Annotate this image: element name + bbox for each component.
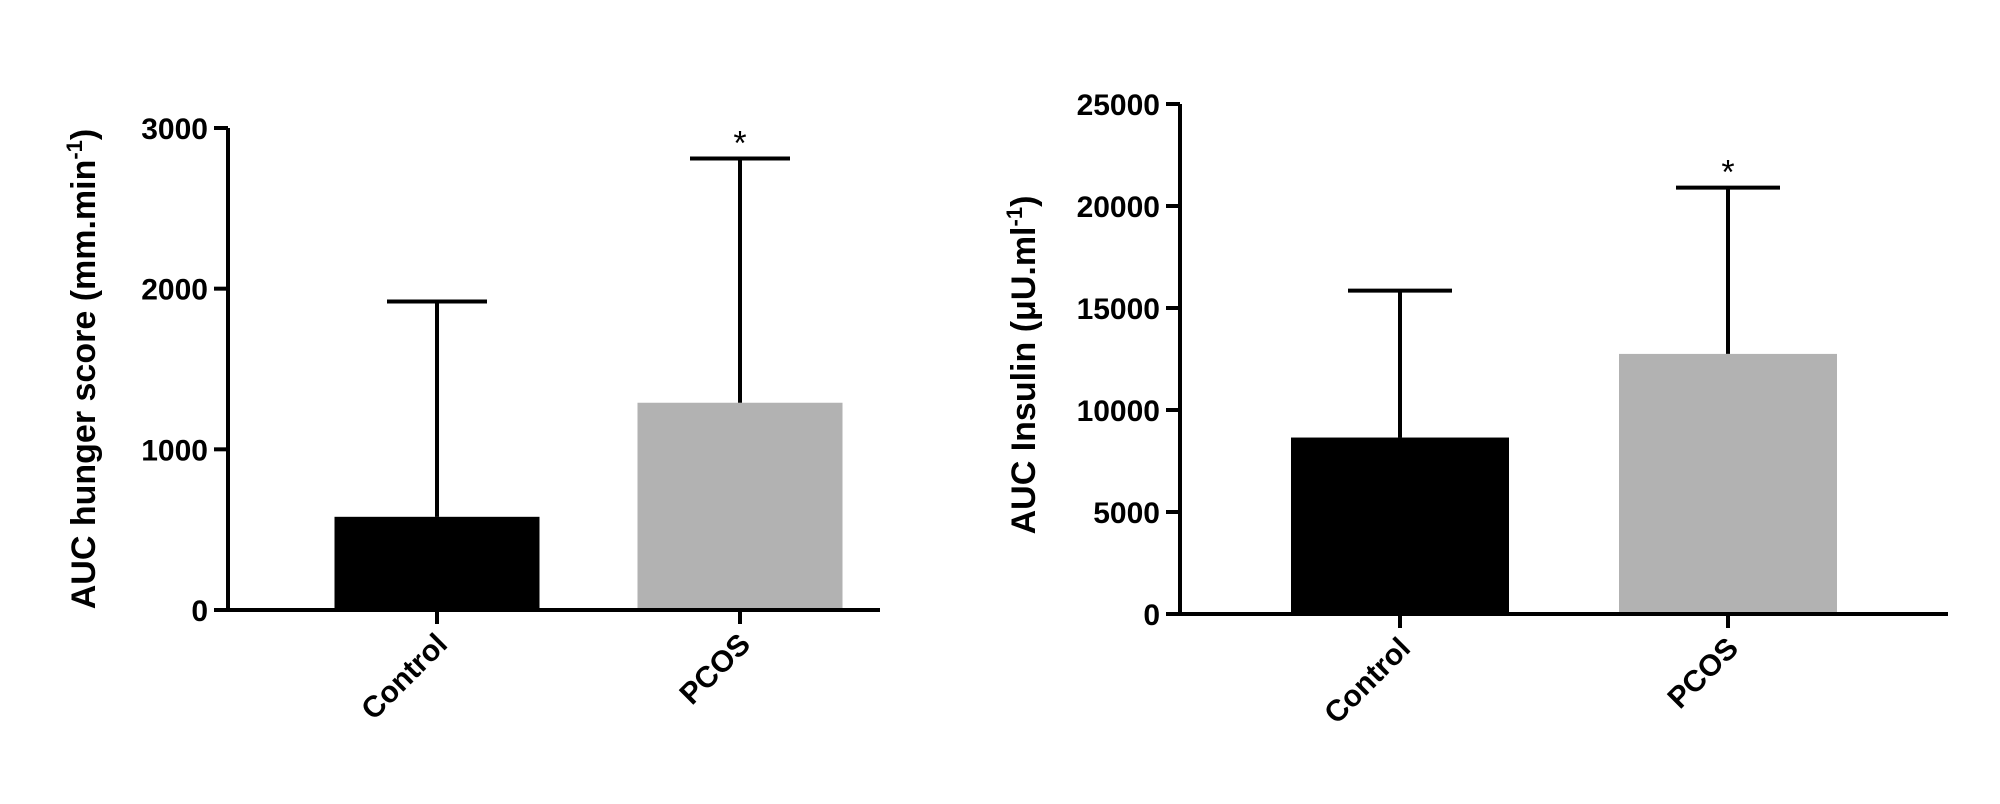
hunger-bar-control [334, 516, 540, 610]
insulin-y-tick-label: 15000 [1077, 293, 1160, 326]
insulin-y-tick-label: 20000 [1077, 191, 1160, 224]
insulin-y-tick-label: 10000 [1077, 395, 1160, 428]
hunger-score-chart: * 0 1000 2000 3000 Control PCOS AUC hunger scor… [62, 113, 880, 726]
insulin-y-axis-title: AUC Insulin (μU.ml-1) [1002, 196, 1043, 535]
insulin-y-tick-label: 5000 [1093, 497, 1160, 530]
hunger-significance-marker: * [733, 125, 746, 163]
hunger-y-tick-label: 0 [191, 595, 208, 628]
insulin-y-tick-label: 25000 [1077, 89, 1160, 122]
insulin-significance-marker: * [1721, 154, 1734, 192]
insulin-category-label-pcos: PCOS [1661, 632, 1744, 715]
insulin-bar-pcos [1619, 353, 1837, 614]
insulin-y-tick-label: 0 [1143, 599, 1160, 632]
hunger-y-tick-label: 1000 [141, 434, 208, 467]
hunger-category-label-pcos: PCOS [673, 628, 756, 711]
insulin-chart: * 0 5000 10000 15000 20000 25000 Control PCOS AUC… [1002, 89, 1948, 730]
hunger-y-tick-label: 2000 [141, 274, 208, 307]
hunger-y-tick-label: 3000 [141, 113, 208, 146]
hunger-category-label-control: Control [355, 628, 454, 727]
insulin-bar-control [1291, 437, 1509, 614]
insulin-category-label-control: Control [1318, 632, 1417, 731]
hunger-y-axis-title: AUC hunger score (mm.min-1) [62, 129, 103, 610]
hunger-bar-pcos [637, 402, 843, 610]
